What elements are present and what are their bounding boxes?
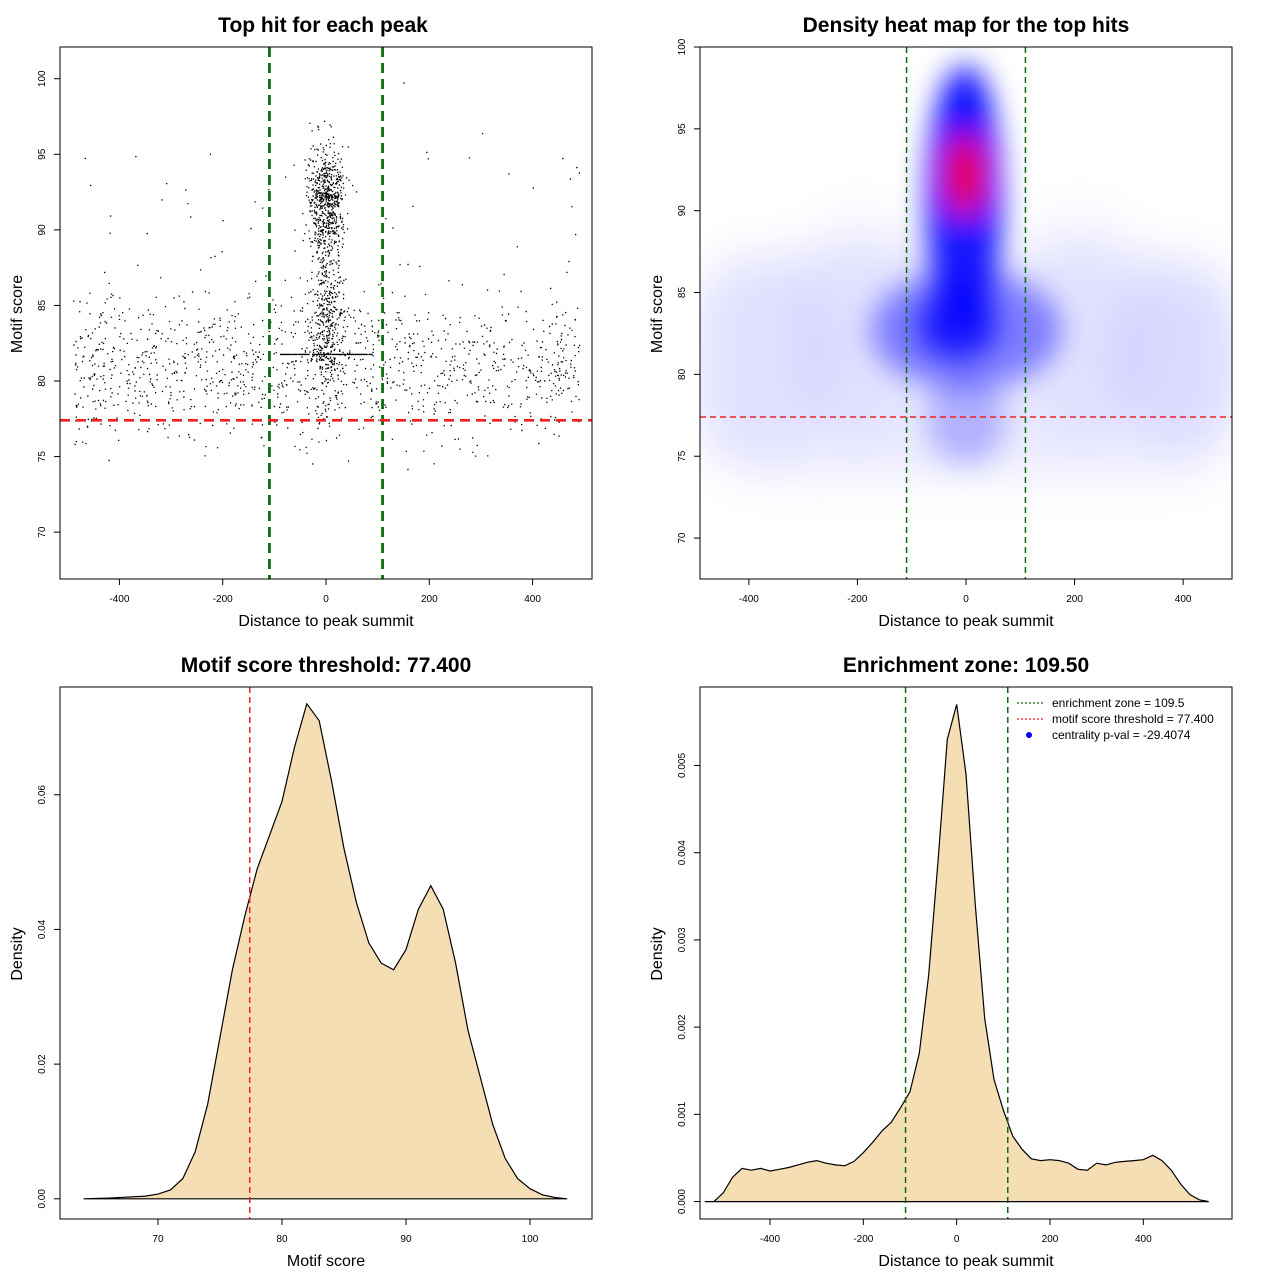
scatter-title: Top hit for each peak [218, 14, 428, 37]
score-density-y-tick-label: 0.02 [37, 1054, 48, 1074]
scatter-plot-frame [59, 46, 593, 580]
scatter-axes: -400 -200 0 200 400 70 75 80 85 90 95 100 [37, 70, 541, 605]
heatmap-y-tick-label: 75 [677, 450, 688, 462]
heatmap-x-tick-label: -400 [739, 594, 759, 605]
enrichment-y-tick-label: 0.000 [677, 1189, 688, 1214]
score-density-y-tick-label: 0.04 [37, 919, 48, 939]
scatter-y-label: Motif score [9, 275, 26, 353]
enrichment-y-tick-label: 0.005 [677, 753, 688, 778]
panel-enrichment-density: Enrichment zone: 109.50 -400 -200 0 200 400 0… [649, 654, 1233, 1270]
scatter-reference-lines [60, 47, 592, 579]
scatter-x-tick-label: 400 [524, 594, 541, 605]
enrichment-x-tick-label: -200 [853, 1234, 873, 1245]
heatmap-y-tick-label: 70 [677, 532, 688, 544]
legend-centrality-label: centrality p-val = -29.4074 [1052, 728, 1191, 742]
score-density-area [83, 702, 568, 1200]
scatter-y-tick-label: 95 [37, 148, 48, 160]
score-density-x-tick-label: 70 [152, 1234, 164, 1245]
scatter-x-label: Distance to peak summit [238, 613, 414, 630]
panel-scatter: Top hit for each peak -400 -200 0 200 400 70 7… [9, 14, 593, 630]
panel-score-density: Motif score threshold: 77.400 70 80 90 100 0… [9, 654, 593, 1270]
enrichment-y-label: Density [649, 927, 666, 980]
enrichment-plot-frame [699, 686, 1233, 1220]
scatter-y-tick-label: 100 [37, 70, 48, 87]
legend: enrichment zone = 109.5 motif score thre… [1017, 696, 1214, 742]
score-density-axes: 70 80 90 100 0.00 0.02 0.04 0.06 [37, 785, 539, 1245]
scatter-y-tick-label: 90 [37, 224, 48, 236]
heatmap-low-density [700, 210, 1232, 480]
scatter-points [73, 82, 581, 471]
enrichment-y-tick-label: 0.001 [677, 1101, 688, 1126]
enrichment-y-tick-label: 0.003 [677, 927, 688, 952]
enrichment-x-label: Distance to peak summit [878, 1253, 1054, 1270]
heatmap-x-tick-label: -200 [847, 594, 867, 605]
enrichment-x-tick-label: -400 [760, 1234, 780, 1245]
heatmap-y-tick-label: 90 [677, 205, 688, 217]
score-density-x-tick-label: 100 [522, 1234, 539, 1245]
score-density-x-tick-label: 80 [276, 1234, 288, 1245]
heatmap-y-tick-label: 100 [677, 38, 688, 55]
enrichment-density-area [704, 704, 1209, 1203]
heatmap-y-tick-label: 80 [677, 368, 688, 380]
heatmap-y-tick-label: 95 [677, 123, 688, 135]
score-density-plot-frame [59, 686, 593, 1220]
score-density-y-label: Density [9, 927, 26, 980]
heatmap-axes: -400 -200 0 200 400 70 75 80 85 90 95 100 [677, 38, 1192, 605]
heatmap-title: Density heat map for the top hits [803, 14, 1130, 37]
enrichment-x-tick-label: 400 [1135, 1234, 1152, 1245]
enrichment-x-tick-label: 0 [954, 1234, 960, 1245]
scatter-y-tick-label: 70 [37, 526, 48, 538]
enrichment-x-tick-label: 200 [1042, 1234, 1059, 1245]
score-density-title: Motif score threshold: 77.400 [181, 654, 472, 677]
score-density-x-label: Motif score [287, 1253, 365, 1270]
heatmap-x-tick-label: 0 [963, 594, 969, 605]
scatter-y-tick-label: 75 [37, 451, 48, 463]
panel-heatmap: Density heat map for the top hits -400 -2… [649, 14, 1233, 630]
scatter-x-tick-label: 200 [421, 594, 438, 605]
scatter-x-tick-label: 0 [323, 594, 329, 605]
scatter-x-tick-label: -400 [109, 594, 129, 605]
enrichment-title: Enrichment zone: 109.50 [843, 654, 1089, 677]
score-density-x-tick-label: 90 [400, 1234, 412, 1245]
heatmap-y-label: Motif score [649, 275, 666, 353]
heatmap-reference-lines [700, 47, 1232, 579]
heatmap-y-tick-label: 85 [677, 287, 688, 299]
enrichment-y-tick-label: 0.004 [677, 840, 688, 865]
scatter-x-tick-label: -200 [213, 594, 233, 605]
scatter-y-tick-label: 85 [37, 299, 48, 311]
legend-zone-label: enrichment zone = 109.5 [1052, 696, 1185, 710]
score-density-y-tick-label: 0.00 [37, 1189, 48, 1209]
heatmap-density [700, 47, 1232, 579]
heatmap-x-tick-label: 400 [1175, 594, 1192, 605]
enrichment-axes: -400 -200 0 200 400 0.000 0.001 0.002 0.003 0.004… [677, 753, 1152, 1245]
scatter-y-tick-label: 80 [37, 375, 48, 387]
score-density-y-tick-label: 0.06 [37, 785, 48, 805]
heatmap-x-label: Distance to peak summit [878, 613, 1054, 630]
enrichment-zone-line-group [904, 687, 1009, 1219]
enrichment-y-tick-label: 0.002 [677, 1014, 688, 1039]
heatmap-high-density [871, 60, 1061, 465]
scatter-point-cloud [73, 82, 581, 471]
heatmap-x-tick-label: 200 [1066, 594, 1083, 605]
legend-threshold-label: motif score threshold = 77.400 [1052, 712, 1214, 726]
legend-centrality-marker [1026, 732, 1032, 738]
